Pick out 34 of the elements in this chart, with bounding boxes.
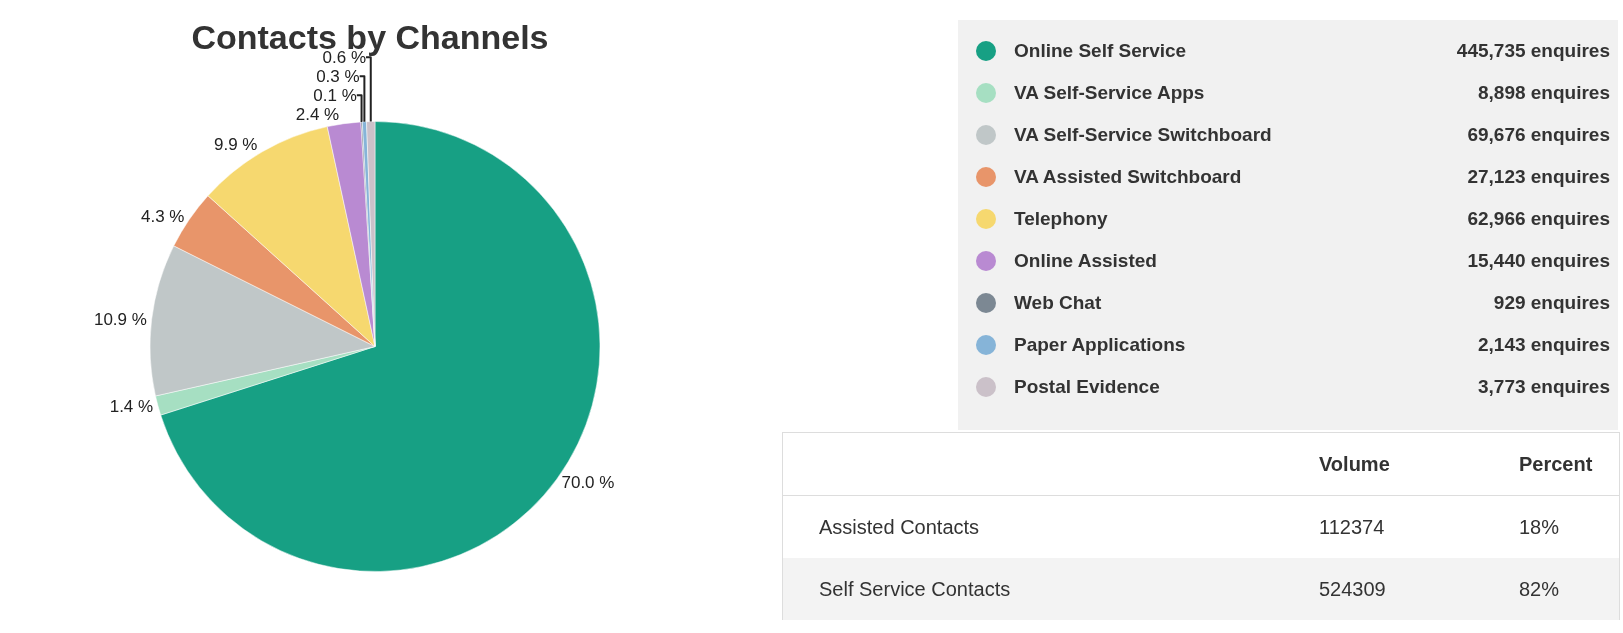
data-label: 70.0 %	[561, 472, 615, 492]
text: 15,440 enquires	[1467, 250, 1610, 272]
text: 8,898 enquires	[1477, 82, 1610, 104]
data-label: 82%	[1519, 576, 1561, 602]
text: 69,676 enquires	[1467, 124, 1610, 146]
legend-label: VA Self-Service Switchboard	[1014, 124, 1273, 146]
category-label: Assisted Contacts	[818, 514, 981, 540]
legend-label: VA Self-Service Apps	[1014, 82, 1206, 104]
data-label: 524309	[1319, 576, 1387, 602]
text: Volume	[1319, 451, 1391, 477]
text: 2,143 enquires	[1477, 334, 1610, 356]
text: 445,735 enquires	[1456, 40, 1610, 62]
data-label: 112374	[1319, 514, 1386, 540]
data-label: 9.9 %	[213, 135, 258, 155]
data-label: 18%	[1519, 514, 1561, 540]
legend-label: Online Self Service	[1014, 40, 1188, 62]
data-label: 4.3 %	[140, 207, 185, 227]
legend-label: Paper Applications	[1014, 334, 1187, 356]
data-label: 0.1 %	[313, 85, 357, 105]
legend-label: Web Chat	[1014, 292, 1103, 314]
data-label: 0.3 %	[316, 66, 360, 86]
text: 3,773 enquires	[1477, 376, 1610, 398]
text: 27,123 enquires	[1467, 166, 1610, 188]
data-label: 1.4 %	[109, 396, 154, 416]
text: 929 enquires	[1493, 292, 1610, 314]
data-label: 10.9 %	[93, 309, 147, 329]
text: 62,966 enquires	[1467, 208, 1610, 230]
text: Percent	[1519, 451, 1594, 477]
category-label: Self Service Contacts	[818, 576, 1012, 602]
legend-label: Online Assisted	[1014, 250, 1158, 272]
legend-label: Postal Evidence	[1014, 376, 1161, 398]
data-label: 2.4 %	[295, 104, 340, 124]
legend-label: VA Assisted Switchboard	[1014, 166, 1243, 188]
legend-label: Telephony	[1014, 208, 1109, 230]
